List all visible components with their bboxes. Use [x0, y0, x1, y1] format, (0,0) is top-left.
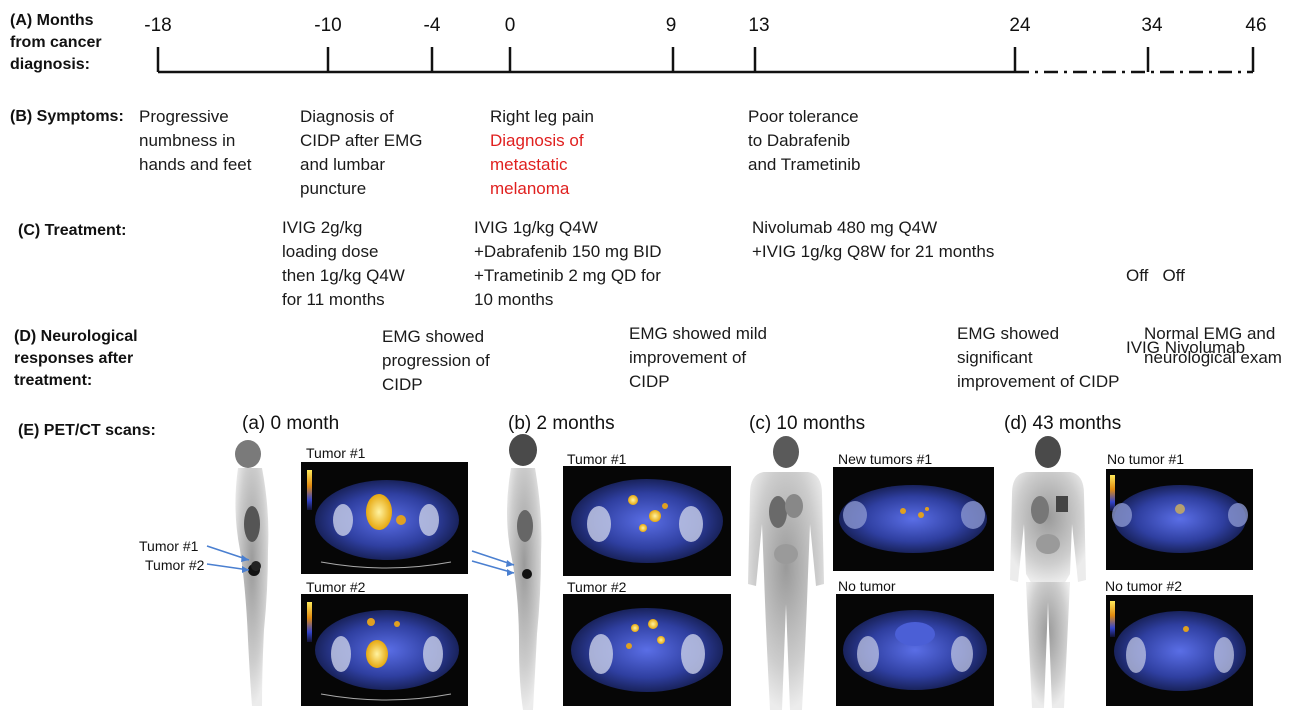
treatment-item: IVIG 2g/kg loading dose then 1g/kg Q4W f…	[282, 218, 405, 309]
scan-label: Tumor #1	[567, 451, 627, 467]
pet-ct-slice	[563, 466, 731, 576]
scan-label: Tumor #1	[306, 445, 366, 461]
treatment-label: (C) Treatment:	[18, 222, 127, 239]
pet-ct-slice	[1106, 469, 1253, 570]
neuro-item: EMG showed mild improvement of CIDP	[629, 324, 767, 391]
symptom-item: Progressive numbness in hands and feet	[139, 107, 252, 174]
pet-ct-slice	[836, 594, 994, 706]
panel-title-c: (c) 10 months	[749, 413, 866, 434]
arrow-label-tumor2: Tumor #2	[145, 557, 205, 573]
body-mip-legs	[1026, 582, 1070, 708]
neuro-item: Normal EMG and neurological exam	[1144, 324, 1282, 367]
tick-label: -4	[423, 15, 441, 36]
symptoms-label: (B) Symptoms:	[10, 108, 124, 125]
neuro-item: EMG showed significant improvement of CI…	[957, 324, 1120, 391]
tick-label: 13	[748, 15, 770, 36]
body-mip-image	[748, 436, 824, 710]
panel-title-a: (a) 0 month	[242, 413, 340, 434]
pet-ct-slice	[301, 594, 468, 706]
scan-label: No tumor #2	[1105, 578, 1183, 594]
pet-ct-slice	[563, 594, 731, 706]
timeline-label: (A) Months from cancer diagnosis:	[10, 12, 102, 73]
pet-ct-slice	[1106, 595, 1253, 706]
scans-label: (E) PET/CT scans:	[18, 422, 156, 439]
tick-label: -10	[314, 15, 342, 36]
diagnosis-highlight: Diagnosis of	[490, 131, 584, 150]
scan-label: No tumor #1	[1107, 451, 1185, 467]
tick-label: 34	[1141, 15, 1163, 36]
timeline-axis	[156, 47, 1255, 74]
tick-label: 9	[665, 15, 677, 36]
symptom-item: Right leg pain Diagnosis of metastatic m…	[490, 107, 594, 198]
symptom-item: Diagnosis of CIDP after EMG and lumbar p…	[300, 107, 423, 198]
tick-label: 0	[504, 15, 516, 36]
tick-label: 24	[1009, 15, 1031, 36]
arrow-label-tumor1: Tumor #1	[139, 538, 199, 554]
pet-ct-slice	[301, 462, 468, 574]
treatment-item: IVIG 1g/kg Q4W +Dabrafenib 150 mg BID +T…	[474, 218, 662, 309]
scan-label: Tumor #2	[306, 579, 366, 595]
scan-label: No tumor	[838, 578, 896, 594]
body-mip-image	[1010, 436, 1086, 584]
neuro-item: EMG showed progression of CIDP	[382, 327, 490, 394]
tick-label: 46	[1245, 15, 1267, 36]
panel-title-d: (d) 43 months	[1004, 413, 1122, 434]
panel-title-b: (b) 2 months	[508, 413, 615, 434]
pet-ct-slice	[833, 467, 994, 571]
neuro-label: (D) Neurological responses after treatme…	[14, 328, 138, 389]
treatment-item: Off Off IVIG Nivolumab	[1126, 266, 1246, 357]
scan-label: Tumor #2	[567, 579, 627, 595]
tumor-arrows	[471, 550, 515, 576]
tick-label: -18	[144, 15, 172, 36]
body-mip-image	[507, 434, 542, 710]
symptom-item: Poor tolerance to Dabrafenib and Trameti…	[748, 107, 861, 174]
treatment-item: Nivolumab 480 mg Q4W +IVIG 1g/kg Q8W for…	[752, 218, 995, 261]
scan-label: New tumors #1	[838, 451, 933, 467]
body-mip-image	[235, 440, 269, 706]
tumor-arrows	[206, 545, 250, 573]
